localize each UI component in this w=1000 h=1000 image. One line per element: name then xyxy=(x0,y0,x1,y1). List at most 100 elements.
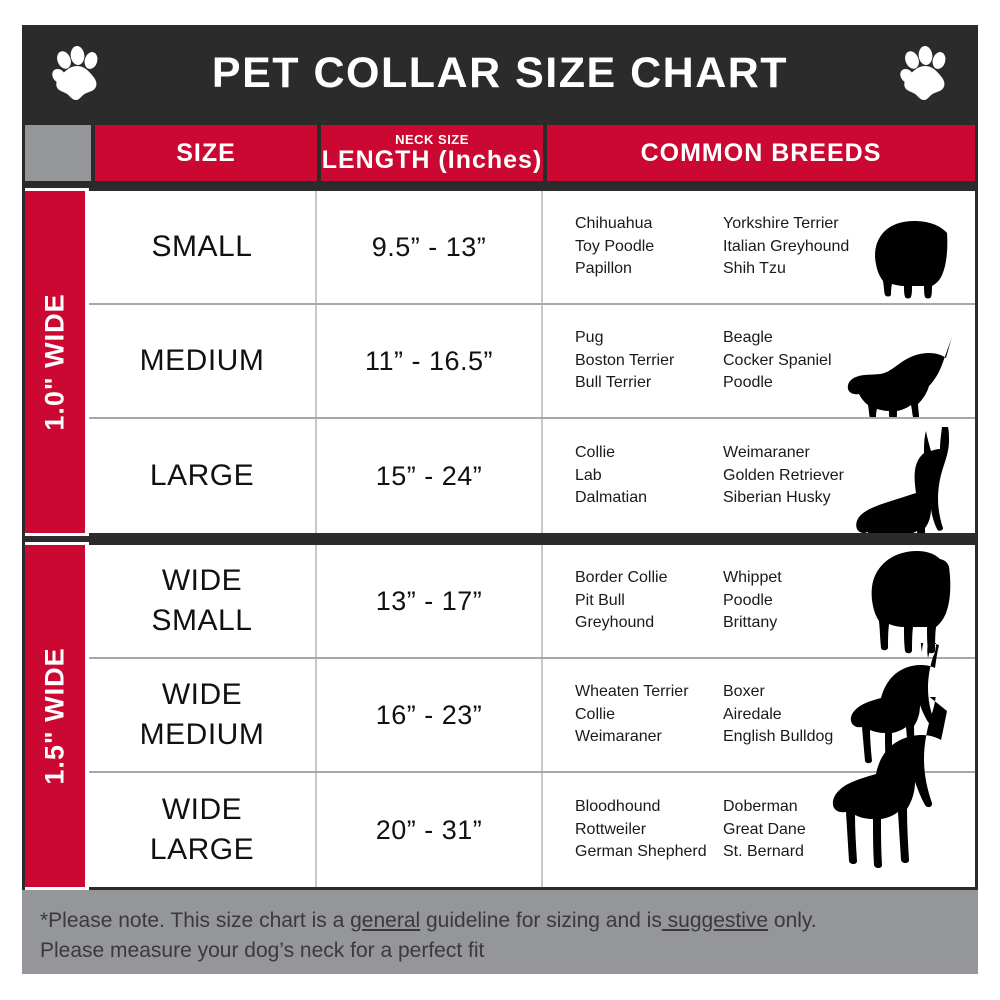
breed-name: Collie xyxy=(575,443,616,461)
breed-name: Bloodhound xyxy=(575,797,661,815)
footer-line-1: *Please note. This size chart is a gener… xyxy=(40,906,960,936)
column-header-length: NECK SIZE LENGTH (Inches) xyxy=(321,125,543,181)
footer-text-c: only. xyxy=(768,909,817,932)
breed-name: German Shepherd xyxy=(575,843,707,861)
breed-name: Pug xyxy=(575,328,604,346)
page-title: PET COLLAR SIZE CHART xyxy=(211,49,789,97)
column-header-size-label: SIZE xyxy=(176,138,236,167)
table-row: WIDE MEDIUM 16” - 23” Wheaten Terrier Collie… xyxy=(89,643,975,773)
breed-name: Lab xyxy=(575,466,602,484)
table-row: LARGE 15” - 24” Collie Lab Dalmatian Weimaran… xyxy=(89,419,975,533)
breed-name: Whippet xyxy=(723,568,782,586)
cell-neck-length: 20” - 31” xyxy=(317,773,543,887)
breed-name: Poodle xyxy=(723,374,773,392)
breed-name: Cocker Spaniel xyxy=(723,351,832,369)
chart-frame: PET COLLAR SIZE CHART SIZE NECK SIZE LEN… xyxy=(22,25,978,975)
breed-name: Brittany xyxy=(723,614,778,632)
breed-name: Poodle xyxy=(723,591,773,609)
breed-name: Great Dane xyxy=(723,820,806,838)
breed-name: Wheaten Terrier xyxy=(575,682,689,700)
cell-neck-length: 11” - 16.5” xyxy=(317,305,543,417)
table-body: 1.0" WIDE SMALL 9.5” - 13” Chihuahua Toy Poo… xyxy=(22,188,978,890)
breed-list: Weimaraner Golden Retriever Siberian Husky xyxy=(723,442,873,510)
cell-neck-length: 16” - 23” xyxy=(317,659,543,771)
paw-print-icon xyxy=(900,45,946,100)
breed-name: Papillon xyxy=(575,260,632,278)
group-width-label-text: 1.5" WIDE xyxy=(39,647,70,785)
breed-name: Doberman xyxy=(723,797,798,815)
breed-list: Whippet Poodle Brittany xyxy=(723,567,873,635)
cell-common-breeds: Collie Lab Dalmatian Weimaraner Golden Retri… xyxy=(543,419,975,533)
breed-name: Greyhound xyxy=(575,614,655,632)
cell-size: SMALL xyxy=(89,191,317,303)
table-row: SMALL 9.5” - 13” Chihuahua Toy Poodle Papill… xyxy=(89,191,975,305)
breed-list: Pug Boston Terrier Bull Terrier xyxy=(575,327,723,395)
size-label-line1: WIDE xyxy=(161,793,243,827)
size-label-line1: WIDE xyxy=(161,564,243,598)
title-bar: PET COLLAR SIZE CHART xyxy=(22,25,978,122)
breed-name: St. Bernard xyxy=(723,843,804,861)
size-label-line2: SMALL xyxy=(151,604,253,637)
cell-common-breeds: Border Collie Pit Bull Greyhound Whippet Poo… xyxy=(543,545,975,657)
cell-size: WIDE MEDIUM xyxy=(89,659,317,771)
breed-list: Bloodhound Rottweiler German Shepherd xyxy=(575,796,723,864)
breed-name: Boxer xyxy=(723,682,765,700)
cell-common-breeds: Pug Boston Terrier Bull Terrier Beagle Cocke… xyxy=(543,305,975,417)
breed-list: Border Collie Pit Bull Greyhound xyxy=(575,567,723,635)
breed-list: Chihuahua Toy Poodle Papillon xyxy=(575,213,723,281)
table-header-row: SIZE NECK SIZE LENGTH (Inches) COMMON BR… xyxy=(22,122,978,188)
group-rows: WIDE SMALL 13” - 17” Border Collie Pit Bull G… xyxy=(89,542,975,890)
group-width-label: 1.5" WIDE xyxy=(25,545,85,887)
footer-text-a: *Please note. This size chart is a xyxy=(40,909,351,932)
size-group: 1.5" WIDE WIDE SMALL 13” - 17” Border Collie… xyxy=(25,542,975,890)
group-rows: SMALL 9.5” - 13” Chihuahua Toy Poodle Papill… xyxy=(89,188,975,536)
column-header-length-label: LENGTH (Inches) xyxy=(321,146,543,174)
breed-list: Boxer Airedale English Bulldog xyxy=(723,681,873,749)
breed-name: Bull Terrier xyxy=(575,374,652,392)
breed-name: Golden Retriever xyxy=(723,466,844,484)
breed-list: Doberman Great Dane St. Bernard xyxy=(723,796,873,864)
column-header-length-sublabel: NECK SIZE xyxy=(395,132,469,147)
column-header-size: SIZE xyxy=(95,125,317,181)
cell-neck-length: 15” - 24” xyxy=(317,419,543,533)
breed-name: Border Collie xyxy=(575,568,668,586)
size-label-line1: SMALL xyxy=(151,230,253,264)
breed-name: Toy Poodle xyxy=(575,237,655,255)
breed-name: Italian Greyhound xyxy=(723,237,850,255)
breed-name: English Bulldog xyxy=(723,728,834,746)
footer-line-2: Please measure your dog’s neck for a per… xyxy=(40,939,485,963)
cell-common-breeds: Bloodhound Rottweiler German Shepherd Dober… xyxy=(543,697,975,887)
cell-neck-length: 13” - 17” xyxy=(317,545,543,657)
size-label-line1: MEDIUM xyxy=(139,344,265,378)
table-row: MEDIUM 11” - 16.5” Pug Boston Terrier Bull T… xyxy=(89,305,975,419)
size-label-line2: LARGE xyxy=(149,833,255,866)
breed-name: Weimaraner xyxy=(575,728,662,746)
size-label-line2: MEDIUM xyxy=(139,718,265,751)
cell-size: WIDE LARGE xyxy=(89,773,317,887)
cell-size: WIDE SMALL xyxy=(89,545,317,657)
breed-list: Collie Lab Dalmatian xyxy=(575,442,723,510)
breed-name: Siberian Husky xyxy=(723,489,831,507)
size-label-line1: LARGE xyxy=(149,459,255,493)
footer-note: *Please note. This size chart is a gener… xyxy=(22,890,978,974)
footer-underline-suggestive: suggestive xyxy=(661,909,769,932)
size-label-line1: WIDE xyxy=(161,678,243,712)
breed-list: Yorkshire Terrier Italian Greyhound Shih T… xyxy=(723,213,873,281)
footer-underline-general: general xyxy=(350,909,421,932)
group-width-label: 1.0" WIDE xyxy=(25,191,85,533)
breed-name: Weimaraner xyxy=(723,443,810,461)
breed-name: Beagle xyxy=(723,328,773,346)
cell-common-breeds: Wheaten Terrier Collie Weimaraner Boxer Aire… xyxy=(543,643,975,771)
column-header-breeds: COMMON BREEDS xyxy=(547,125,975,181)
cell-common-breeds: Chihuahua Toy Poodle Papillon Yorkshire Ter… xyxy=(543,191,975,303)
breed-list: Wheaten Terrier Collie Weimaraner xyxy=(575,681,723,749)
cell-size: LARGE xyxy=(89,419,317,533)
paw-print-icon xyxy=(52,45,98,100)
breed-name: Dalmatian xyxy=(575,489,648,507)
cell-size: MEDIUM xyxy=(89,305,317,417)
breed-name: Shih Tzu xyxy=(723,260,786,278)
breed-name: Pit Bull xyxy=(575,591,625,609)
breed-list: Beagle Cocker Spaniel Poodle xyxy=(723,327,873,395)
header-corner-cell xyxy=(25,125,91,181)
